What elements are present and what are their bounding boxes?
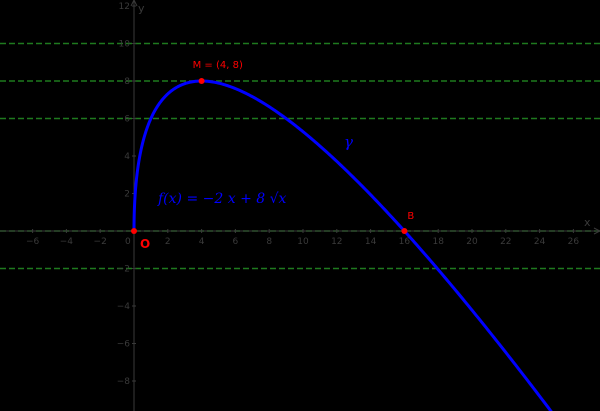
y-tick-label: 6 <box>124 115 130 125</box>
point-O[interactable] <box>131 228 137 234</box>
horizontal-dashed-lines <box>0 42 600 270</box>
points: O M = (4, 8) B <box>131 60 414 251</box>
point-B-label: B <box>407 211 414 222</box>
point-O-label: O <box>140 237 150 251</box>
x-axis-arrow-icon <box>593 227 600 235</box>
point-M[interactable] <box>198 78 205 84</box>
y-tick-label: 12 <box>119 2 130 12</box>
x-tick-label: 18 <box>432 237 444 247</box>
y-tick-label: −4 <box>117 302 131 312</box>
y-tick-label: 4 <box>124 152 130 162</box>
point-B[interactable] <box>401 228 408 234</box>
axis-ticks: −6 −4 −2 0 2 4 6 8 10 12 14 16 18 20 22 24 2612108642−2−… <box>26 2 579 387</box>
x-tick-label: 2 <box>165 237 171 247</box>
x-tick-label: −6 <box>26 237 40 247</box>
x-tick-label: 20 <box>466 237 478 247</box>
x-tick-label: 16 <box>399 237 411 247</box>
x-tick-label: 4 <box>199 237 205 247</box>
y-tick-label: 2 <box>124 190 130 200</box>
y-tick-label: 8 <box>124 77 130 87</box>
x-tick-label: 0 <box>125 237 131 247</box>
x-tick-label: −2 <box>94 237 107 247</box>
x-tick-label: 22 <box>500 237 511 247</box>
point-M-label: M = (4, 8) <box>193 60 243 71</box>
x-tick-label: −4 <box>60 237 74 247</box>
y-axis-arrow-icon <box>130 0 138 7</box>
x-tick-label: 14 <box>365 237 377 247</box>
x-tick-label: 24 <box>534 237 546 247</box>
y-tick-label: 10 <box>119 40 131 50</box>
function-expression-label: f(x) = −2 x + 8 √x <box>157 191 287 207</box>
curve-name-label: γ <box>344 133 353 151</box>
x-tick-label: 8 <box>266 237 272 247</box>
x-tick-label: 10 <box>297 237 309 247</box>
y-tick-label: −2 <box>117 265 130 275</box>
x-tick-label: 26 <box>568 237 580 247</box>
y-tick-label: −6 <box>117 340 131 350</box>
y-axis-label: y <box>138 2 145 15</box>
x-tick-label: 12 <box>331 237 342 247</box>
x-axis-label: x <box>584 216 591 229</box>
x-tick-label: 6 <box>233 237 239 247</box>
y-tick-label: −8 <box>117 377 131 387</box>
function-curve-gamma[interactable] <box>132 79 557 411</box>
